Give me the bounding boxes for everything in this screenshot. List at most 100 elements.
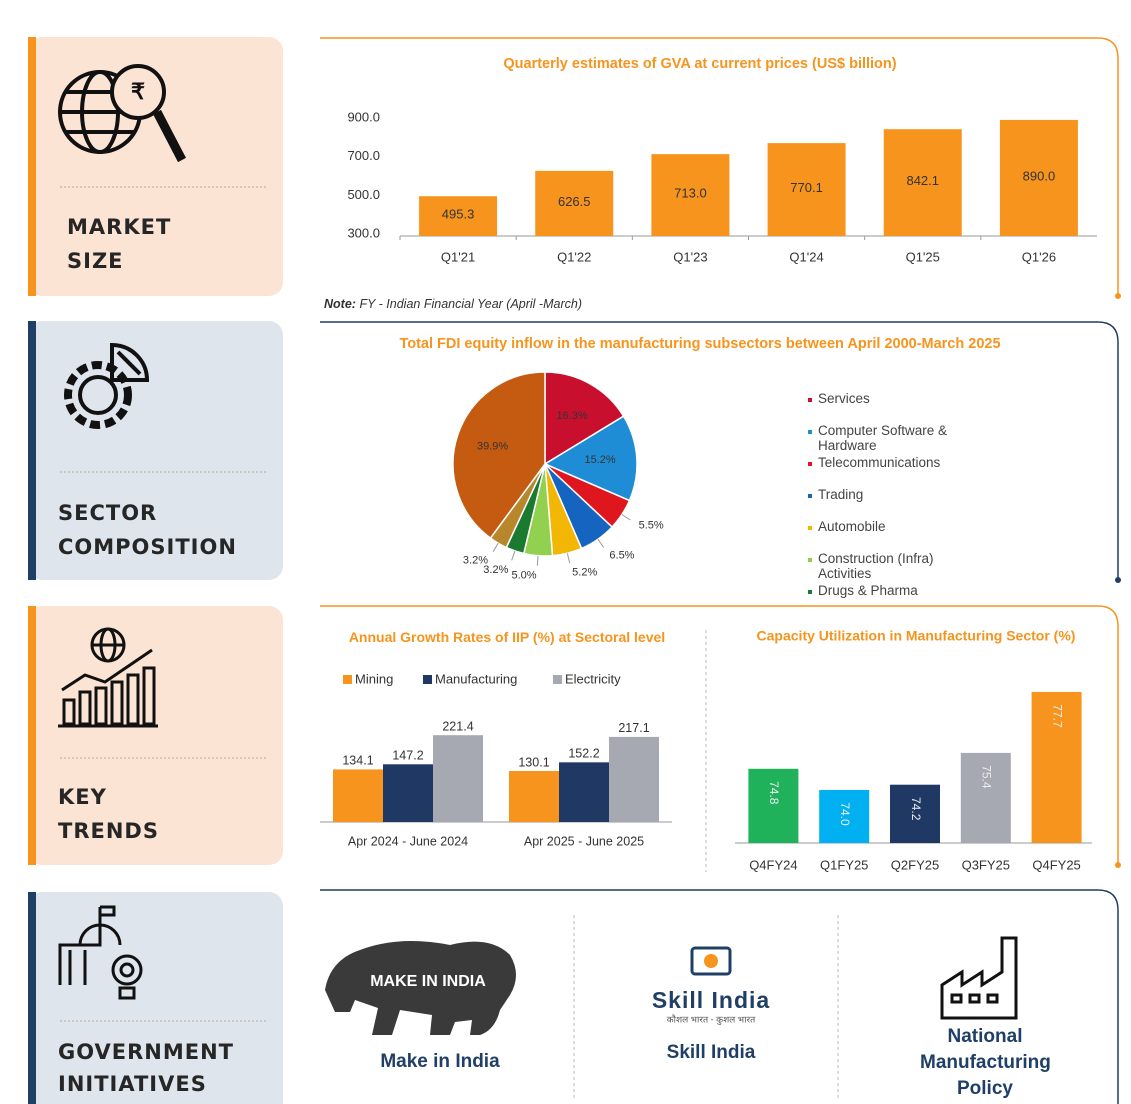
icon-market: ₹: [58, 64, 186, 163]
icon-sector: [64, 342, 150, 429]
value-label: 77.7: [1050, 704, 1064, 728]
value-label: 842.1: [906, 173, 939, 188]
logo-text: Skill India: [652, 987, 770, 1013]
bar: [609, 736, 659, 822]
legend-label: Drugs & Pharma: [818, 583, 918, 598]
initiative-name: Skill India: [667, 1042, 756, 1063]
y-tick-label: 300.0: [347, 225, 380, 240]
bar: [383, 764, 433, 822]
bar: [819, 790, 870, 843]
legend-label: Construction (Infra) Activities: [818, 551, 934, 581]
chart-title: Annual Growth Rates of IIP (%) at Sector…: [348, 629, 666, 645]
icon-govt: [58, 905, 143, 1000]
value-label: 626.5: [558, 194, 591, 209]
y-tick-label: 700.0: [347, 148, 380, 163]
bar: [333, 769, 383, 822]
x-tick-label: Apr 2025 - June 2025: [524, 834, 644, 848]
note-label: Note:: [324, 297, 356, 311]
section-label: TRENDS: [58, 819, 159, 843]
value-label: 147.2: [392, 749, 423, 763]
leader-line: [511, 550, 516, 561]
leader-line: [492, 542, 499, 553]
leader-line: [566, 553, 571, 564]
panel: [28, 321, 283, 580]
chart-title: Total FDI equity inflow in the manufactu…: [399, 336, 1000, 352]
value-label: 134.1: [342, 754, 373, 768]
pie-slice: [452, 371, 546, 540]
note: Note: FY - Indian Financial Year (April …: [324, 297, 582, 311]
frames: [320, 37, 1119, 1104]
legend-swatch: [553, 675, 562, 684]
value-label: 16.3%: [556, 410, 587, 422]
bar: [960, 752, 1011, 843]
leader-line: [536, 555, 539, 566]
pie-slice: [544, 371, 625, 466]
x-tick-label: Q1'23: [673, 249, 707, 264]
x-tick-label: Q1'21: [441, 249, 475, 264]
value-label: 75.4: [980, 765, 994, 789]
bar: [651, 154, 730, 236]
value-label: 74.2: [909, 797, 923, 821]
legend-label-box: Construction (Infra) Activities: [818, 551, 934, 581]
legend-label-box: Automobile: [818, 519, 886, 534]
svg-text:₹: ₹: [131, 79, 145, 104]
legend-swatch: [423, 675, 432, 684]
panel: [28, 606, 283, 865]
panel: [28, 37, 283, 296]
logo-text: MAKE IN INDIA: [370, 973, 486, 990]
initiative-name: National Manufacturing Policy: [920, 1026, 1051, 1099]
legend-label: Services: [818, 391, 870, 406]
value-label: 6.5%: [609, 550, 634, 562]
value-label: 152.2: [568, 747, 599, 761]
legend-label: Electricity: [565, 671, 621, 686]
leader-line: [597, 538, 605, 548]
value-label: 221.4: [442, 720, 473, 734]
bar: [1031, 691, 1082, 843]
legend-label: Automobile: [818, 519, 886, 534]
panel-accent: [28, 892, 36, 1104]
pie-slice: [543, 415, 638, 502]
value-label: 495.3: [442, 207, 475, 222]
x-tick-label: Q1FY25: [820, 857, 868, 872]
section-label: GOVERNMENT: [58, 1040, 234, 1064]
frame-dot: [1115, 862, 1121, 868]
value-label: 770.1: [790, 180, 823, 195]
legend-swatch: [808, 398, 812, 402]
section-label: KEY: [58, 785, 107, 809]
legend-label-box: Services: [818, 391, 870, 406]
value-label: 5.2%: [572, 567, 597, 579]
bar: [509, 771, 559, 822]
chart-title: Capacity Utilization in Manufacturing Se…: [757, 628, 1076, 644]
x-tick-label: Q4FY25: [1032, 857, 1080, 872]
legend-swatch: [808, 590, 812, 594]
bar: [748, 768, 799, 843]
legend-label: Manufacturing: [435, 671, 517, 686]
separators: [60, 186, 268, 1022]
x-tick-label: Q1'24: [789, 249, 823, 264]
value-label: 890.0: [1023, 168, 1056, 183]
legend-label-box: Computer Software & Hardware: [818, 423, 948, 453]
legend-label: Mining: [355, 671, 393, 686]
leader-line: [621, 514, 631, 521]
bar: [433, 735, 483, 822]
bar: [419, 196, 498, 236]
section-label: SIZE: [67, 249, 124, 273]
legend-label: Computer Software & Hardware: [818, 423, 948, 453]
section-label: SECTOR: [58, 501, 157, 525]
x-tick-label: Q3FY25: [962, 857, 1010, 872]
value-label: 15.2%: [584, 454, 615, 466]
legend-swatch: [808, 494, 812, 498]
section-label: COMPOSITION: [58, 535, 237, 559]
chart-title-box: Annual Growth Rates of IIP (%) at Sector…: [348, 629, 666, 645]
panel-accent: [28, 606, 36, 865]
value-label: 3.2%: [483, 564, 508, 576]
x-tick-label: Q1'26: [1022, 249, 1056, 264]
bar: [767, 143, 846, 236]
frame-dot: [1115, 577, 1121, 583]
section-label: INITIATIVES: [58, 1072, 207, 1096]
value-label: 74.8: [767, 781, 781, 805]
value-label: 5.0%: [511, 570, 536, 582]
legend-swatch: [808, 462, 812, 466]
logo-make-in-india: MAKE IN INDIA: [325, 941, 516, 1035]
